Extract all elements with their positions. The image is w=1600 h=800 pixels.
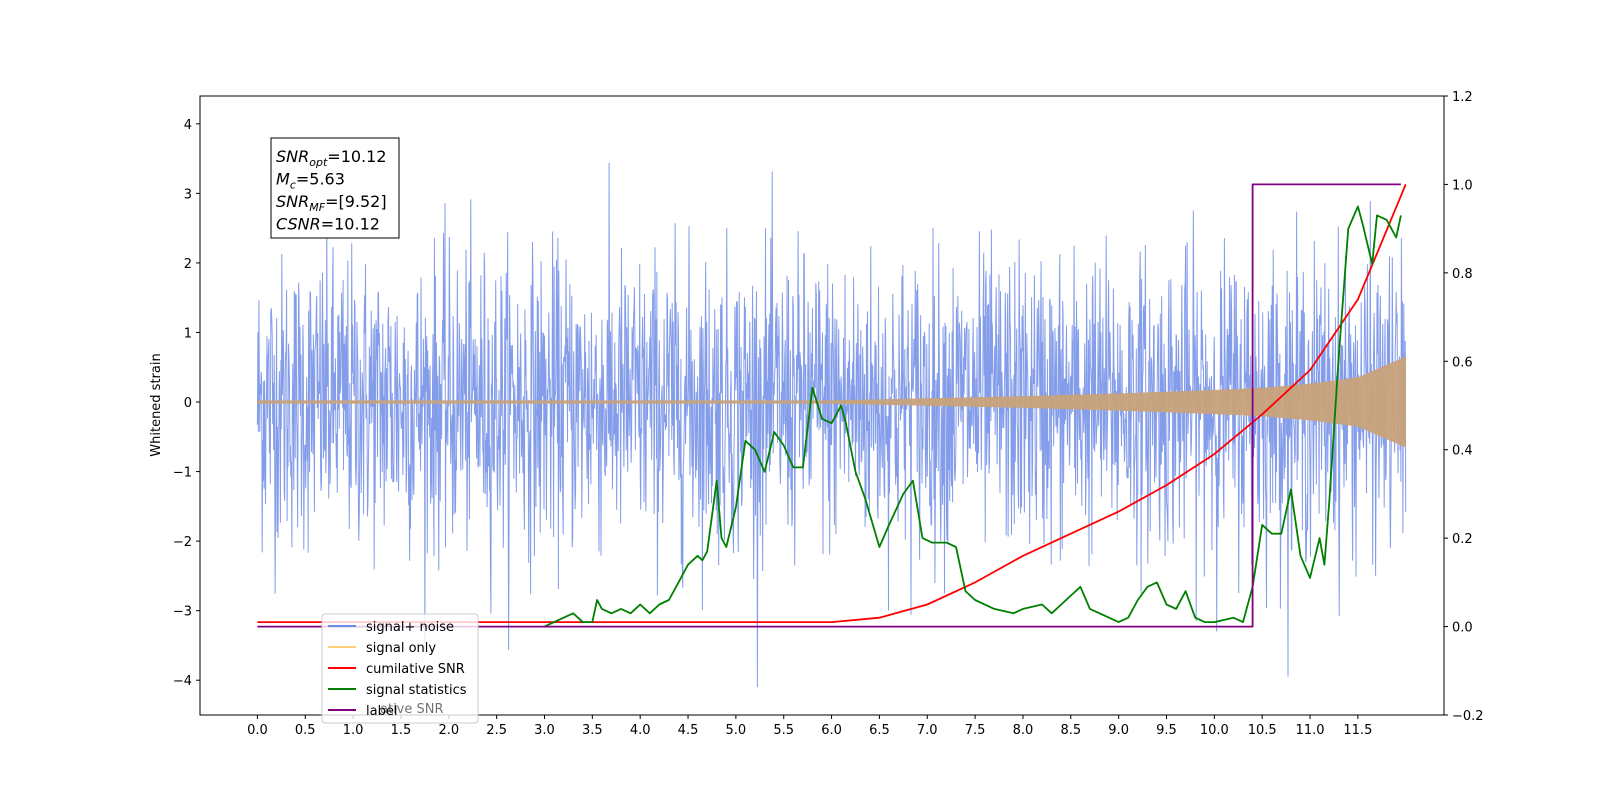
legend-label: signal statistics — [366, 683, 467, 698]
x-tick-label: 9.5 — [1156, 723, 1177, 738]
x-tick-label: 0.0 — [247, 723, 268, 738]
x-tick-label: 4.0 — [630, 723, 651, 738]
y-left-tick-label: 2 — [184, 257, 192, 272]
x-tick-label: 6.5 — [869, 723, 890, 738]
x-tick-label: 5.5 — [773, 723, 794, 738]
series-signal-only — [257, 356, 1406, 448]
y-right-tick-label: 1.2 — [1452, 90, 1473, 105]
y-axis-label: Whitened strain — [149, 353, 164, 456]
legend-overlap-text: ative SNR — [380, 702, 444, 717]
stats-value: =[9.52] — [325, 192, 387, 211]
y-left-tick-label: 4 — [184, 118, 192, 133]
y-right-tick-label: −0.2 — [1452, 709, 1484, 724]
x-tick-label: 8.0 — [1013, 723, 1034, 738]
y-left-tick-label: 0 — [184, 396, 192, 411]
x-tick-label: 2.0 — [438, 723, 459, 738]
x-axis: 0.0 0.5 1.0 1.5 2.0 2.5 3.0 3.5 4.0 4.5 5.0 5.5 6.0 6… — [247, 715, 1372, 738]
x-tick-label: 2.5 — [486, 723, 507, 738]
stats-var: CSNR — [276, 215, 321, 234]
y-axis-right: −0.2 0.0 0.2 0.4 0.6 0.8 1.0 1.2 — [1444, 90, 1484, 724]
x-tick-label: 11.0 — [1296, 723, 1325, 738]
stats-line: CSNR=10.12 — [276, 215, 380, 234]
stats-value: =5.63 — [296, 170, 345, 189]
stats-var: SNR — [276, 192, 309, 211]
x-tick-label: 4.5 — [678, 723, 699, 738]
x-tick-label: 8.5 — [1060, 723, 1081, 738]
y-right-tick-label: 0.0 — [1452, 621, 1473, 636]
stats-line: Mc=5.63 — [276, 170, 345, 192]
stats-annotation: SNRopt=10.12Mc=5.63SNRMF=[9.52]CSNR=10.1… — [270, 137, 400, 239]
x-tick-label: 0.5 — [295, 723, 316, 738]
y-left-tick-label: −2 — [173, 535, 192, 550]
axes-frame — [199, 95, 1445, 716]
x-tick-label: 1.5 — [391, 723, 412, 738]
stats-sub: MF — [309, 201, 325, 214]
y-axis-left: −4 −3 −2 −1 0 1 2 3 4 — [173, 118, 200, 689]
x-tick-label: 3.5 — [582, 723, 603, 738]
stats-sub: opt — [309, 156, 328, 169]
series-signal-noise — [256, 162, 1407, 688]
stats-var: M — [276, 170, 290, 189]
stats-value: =10.12 — [327, 147, 386, 166]
series-signal-statistics — [544, 205, 1402, 628]
x-tick-label: 5.0 — [726, 723, 747, 738]
legend-label: signal only — [366, 641, 436, 656]
y-right-tick-label: 1.0 — [1452, 178, 1473, 193]
legend-frame — [321, 613, 479, 724]
stats-var: SNR — [276, 147, 309, 166]
x-tick-label: 1.0 — [343, 723, 364, 738]
legend-label: label — [366, 704, 397, 719]
legend-label: cumilative SNR — [366, 662, 465, 677]
series-label — [257, 183, 1401, 628]
y-left-tick-label: −4 — [173, 674, 192, 689]
stats-line: SNRMF=[9.52] — [276, 192, 387, 214]
x-tick-label: 3.0 — [534, 723, 555, 738]
plot-area — [256, 162, 1407, 688]
x-tick-label: 6.0 — [821, 723, 842, 738]
x-tick-label: 11.5 — [1343, 723, 1372, 738]
stats-sub: c — [290, 179, 296, 192]
legend: ative SNR signal+ noise signal only cumilat… — [321, 613, 479, 724]
series-cumulative-snr — [257, 184, 1407, 623]
y-left-tick-label: −1 — [173, 466, 192, 481]
x-tick-label: 10.0 — [1200, 723, 1229, 738]
stats-box-frame — [270, 137, 400, 239]
stats-value: =10.12 — [321, 215, 380, 234]
legend-label: signal+ noise — [366, 620, 454, 635]
y-right-tick-label: 0.6 — [1452, 355, 1473, 370]
stats-line: SNRopt=10.12 — [276, 147, 387, 169]
x-tick-label: 10.5 — [1248, 723, 1277, 738]
y-left-tick-label: 1 — [184, 326, 192, 341]
y-right-tick-label: 0.8 — [1452, 267, 1473, 282]
x-tick-label: 7.0 — [917, 723, 938, 738]
x-tick-label: 9.0 — [1108, 723, 1129, 738]
y-right-tick-label: 0.2 — [1452, 532, 1473, 547]
x-tick-label: 7.5 — [965, 723, 986, 738]
y-left-tick-label: −3 — [173, 605, 192, 620]
y-left-tick-label: 3 — [184, 187, 192, 202]
y-right-tick-label: 0.4 — [1452, 444, 1473, 459]
